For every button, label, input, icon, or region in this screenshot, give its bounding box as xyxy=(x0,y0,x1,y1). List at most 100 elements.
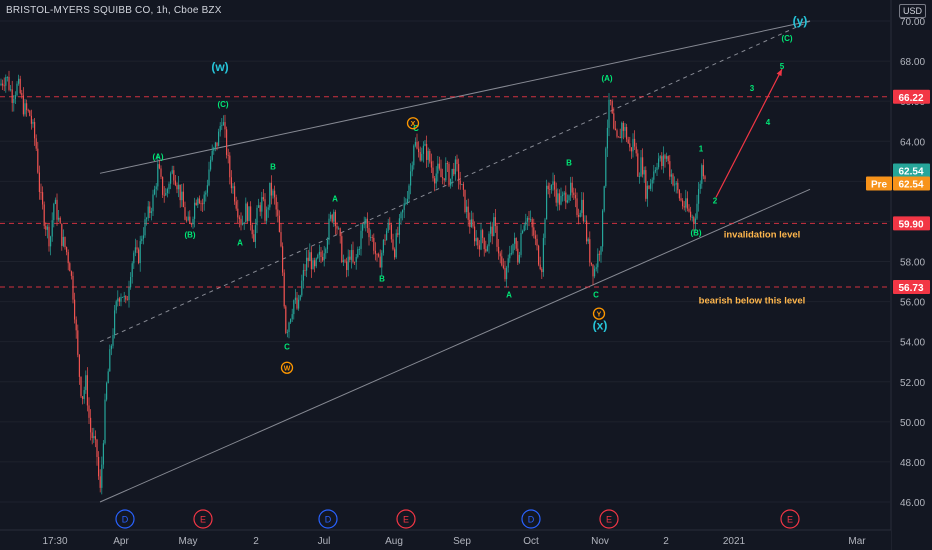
candle-body xyxy=(384,239,386,241)
candle-body xyxy=(82,396,84,399)
candle-body xyxy=(139,241,141,264)
candle-body xyxy=(464,189,466,213)
candle-body xyxy=(699,183,701,190)
wave-label[interactable]: 3 xyxy=(750,84,755,93)
wave-label[interactable]: (C) xyxy=(781,34,792,43)
candle-body xyxy=(630,147,632,152)
wave-label[interactable]: B xyxy=(566,158,572,167)
time-tick-label: 2021 xyxy=(723,536,746,547)
wave-markers[interactable]: W X Y xyxy=(280,117,606,374)
channel-line[interactable] xyxy=(99,188,811,503)
wave-label[interactable]: B xyxy=(379,275,385,284)
wave-label[interactable]: (y) xyxy=(793,14,808,28)
candle-body xyxy=(56,199,58,220)
time-axis-labels: 17:30 Apr May 2 Jul Aug Sep Oct Nov 2 2021 Mar xyxy=(42,536,866,547)
candle-body xyxy=(269,182,271,208)
earnings-marker[interactable] xyxy=(780,509,800,529)
candle-body xyxy=(323,253,325,261)
candle-body xyxy=(170,173,172,184)
candle-body xyxy=(61,223,63,246)
candle-body xyxy=(94,436,96,440)
earnings-marker[interactable] xyxy=(396,509,416,529)
wave-label[interactable]: (A) xyxy=(152,152,163,161)
candle-body xyxy=(75,319,77,331)
wave-circle-marker[interactable] xyxy=(406,117,420,130)
wave-annotations[interactable]: (w)(C)(A)(B)ABCABCABC(A)(B)12345(C)(y)(x… xyxy=(152,14,807,352)
candle-body xyxy=(69,263,71,272)
currency-badge[interactable]: USD xyxy=(898,4,926,18)
wave-circle-marker[interactable] xyxy=(280,361,294,374)
candle-body xyxy=(258,205,260,208)
wave-label[interactable]: (B) xyxy=(184,230,195,239)
candle-body xyxy=(344,260,346,262)
time-axis[interactable] xyxy=(0,530,891,550)
candle-body xyxy=(194,202,196,219)
dividend-marker[interactable] xyxy=(115,509,135,529)
wave-label[interactable]: B xyxy=(270,162,276,171)
earnings-marker[interactable] xyxy=(599,509,619,529)
candle-body xyxy=(598,253,600,255)
candle-body xyxy=(427,150,429,160)
dividend-marker[interactable] xyxy=(521,509,541,529)
candle-body xyxy=(462,184,464,190)
candle-body xyxy=(251,225,253,235)
wave-label[interactable]: (w) xyxy=(211,60,228,74)
horizontal-levels[interactable] xyxy=(0,96,890,288)
wave-label[interactable]: bearish below this level xyxy=(699,296,806,307)
candle-body xyxy=(512,243,514,254)
candle-body xyxy=(5,77,7,86)
candle-body xyxy=(91,432,93,438)
candle-body xyxy=(506,267,508,280)
time-tick-label: Mar xyxy=(848,536,866,547)
candle-body xyxy=(10,89,12,91)
wave-label[interactable]: (C) xyxy=(217,100,228,109)
candle-body xyxy=(34,122,36,139)
candle-body xyxy=(387,223,389,231)
candle-body xyxy=(502,265,504,269)
wave-circle-marker[interactable] xyxy=(592,307,606,320)
candle-body xyxy=(339,228,341,237)
wave-label[interactable]: 4 xyxy=(766,118,771,127)
wave-label[interactable]: 2 xyxy=(713,196,718,205)
wave-label[interactable]: invalidation level xyxy=(724,229,801,240)
projection-arrow[interactable] xyxy=(715,68,783,198)
candle-body xyxy=(536,238,538,246)
candle-body xyxy=(90,417,92,433)
candle-body xyxy=(362,224,364,231)
candle-body xyxy=(645,170,647,199)
wave-label[interactable]: C xyxy=(284,343,290,352)
wave-label[interactable]: (A) xyxy=(601,74,612,83)
wave-label[interactable]: 1 xyxy=(699,144,704,153)
wave-label[interactable]: (B) xyxy=(690,228,701,237)
candle-body xyxy=(413,145,415,166)
wave-label[interactable]: A xyxy=(506,291,512,300)
price-level-tag xyxy=(893,216,930,231)
projection-line[interactable] xyxy=(715,68,783,198)
candle-body xyxy=(554,181,556,190)
candle-body xyxy=(411,165,413,172)
candle-body xyxy=(85,375,87,391)
wave-label[interactable]: A xyxy=(332,194,338,203)
candle-body xyxy=(403,203,405,210)
candle-body xyxy=(363,223,365,225)
candle-body xyxy=(618,136,620,138)
candle-body xyxy=(133,252,135,264)
dividend-marker[interactable] xyxy=(318,509,338,529)
candle-body xyxy=(221,125,223,127)
candle-body xyxy=(245,203,247,223)
candle-body xyxy=(664,155,666,159)
candle-body xyxy=(43,204,45,226)
candle-body xyxy=(86,375,88,406)
candle-body xyxy=(667,156,669,162)
wave-label[interactable]: C xyxy=(593,291,599,300)
candle-body xyxy=(501,256,503,266)
wave-label[interactable]: C xyxy=(413,124,419,133)
wave-label[interactable]: (x) xyxy=(593,319,608,333)
channel-line[interactable] xyxy=(99,20,811,343)
candle-body xyxy=(650,183,652,189)
wave-label[interactable]: A xyxy=(237,238,243,247)
earnings-marker[interactable] xyxy=(193,509,213,529)
wave-label[interactable]: 5 xyxy=(780,62,785,71)
